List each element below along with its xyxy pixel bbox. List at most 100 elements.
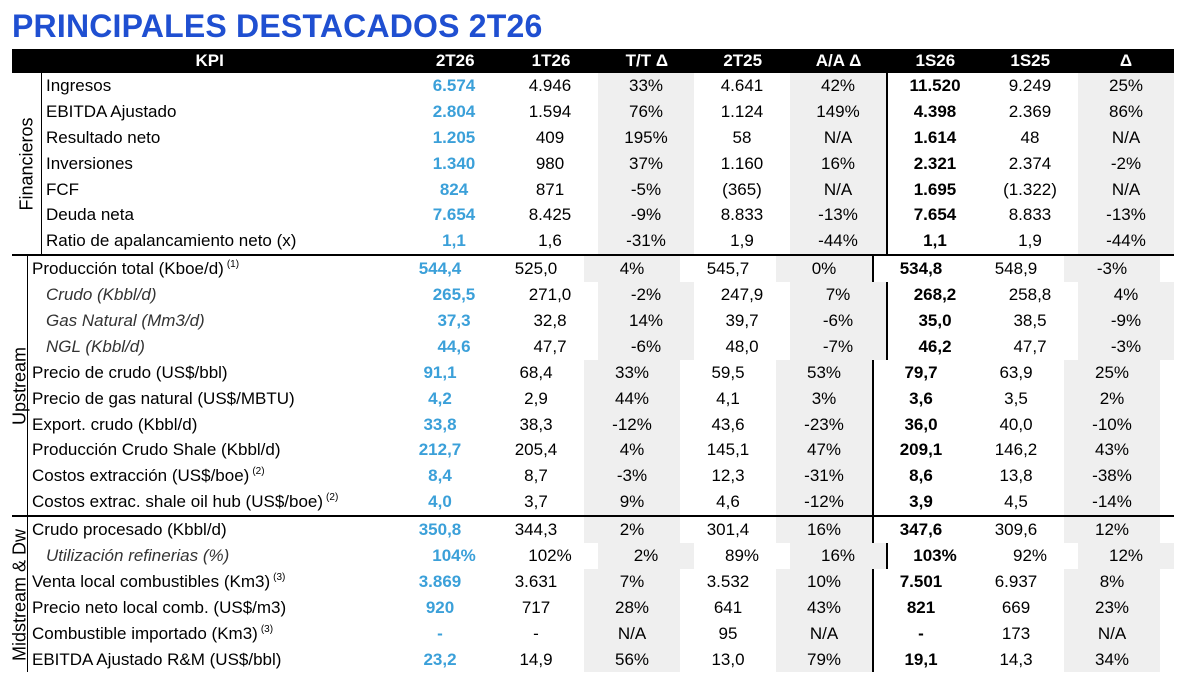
- table-cell: -: [872, 620, 968, 647]
- table-row: Gas Natural (Mm3/d) 37,3 32,8 14% 39,7 -6% 35,…: [28, 308, 1174, 334]
- table-cell: 1.205: [432, 127, 476, 147]
- table-cell: 76%: [598, 98, 694, 125]
- table-cell: 34%: [1064, 646, 1160, 673]
- table-cell: 102%: [528, 545, 572, 565]
- table-cell: 1.695: [886, 176, 982, 203]
- table-cell: N/A: [1078, 176, 1174, 203]
- table-cell: 195%: [598, 124, 694, 151]
- table-cell: 28%: [584, 594, 680, 621]
- table-row: Ratio de apalancamiento neto (x) 1,1 1,6 -3…: [42, 228, 1174, 255]
- column-header: A/A Δ: [815, 51, 862, 70]
- table-row: Costos extracción (US$/boe) (2) 8,4 8,7 -3% 1…: [28, 463, 1174, 490]
- table-cell: 4%: [584, 256, 680, 283]
- kpi-label: Producción total (Kboe/d) (1): [32, 259, 240, 279]
- table-cell: 25%: [1064, 359, 1160, 386]
- table-cell: 525,0: [514, 259, 558, 279]
- table-cell: -9%: [598, 202, 694, 229]
- table-cell: 11.520: [886, 73, 982, 99]
- table-cell: 205,4: [514, 440, 558, 460]
- table-cell: 43%: [1064, 437, 1160, 464]
- table-cell: 1.160: [720, 153, 764, 173]
- table-cell: 63,9: [999, 362, 1033, 382]
- table-cell: 544,4: [418, 259, 462, 279]
- table-cell: 46,2: [886, 333, 982, 360]
- table-row: EBITDA Ajustado R&M (US$/bbl) 23,2 14,9 56%…: [28, 646, 1174, 673]
- table-cell: N/A: [1064, 620, 1160, 647]
- kpi-label: FCF: [46, 179, 80, 199]
- table-cell: 3%: [776, 385, 872, 412]
- table-cell: 38,3: [519, 414, 553, 434]
- table-cell: 10%: [776, 568, 872, 595]
- table-cell: 2.321: [886, 150, 982, 177]
- table-row: NGL (Kbbl/d) 44,6 47,7 -6% 48,0 -7% 46,2 47,7 -3…: [28, 333, 1174, 360]
- table-cell: 1.124: [720, 101, 764, 121]
- table-row: Producción total (Kboe/d) (1) 544,4 525,0 4%…: [28, 256, 1174, 283]
- table-cell: N/A: [790, 124, 886, 151]
- table-cell: 824: [439, 179, 469, 199]
- table-cell: 16%: [776, 517, 872, 544]
- table-cell: 13,8: [999, 466, 1033, 486]
- table-cell: -7%: [790, 333, 886, 360]
- table-cell: 212,7: [418, 440, 462, 460]
- table-cell: 58: [732, 127, 752, 147]
- table-cell: 79,7: [872, 359, 968, 386]
- table-cell: 16%: [790, 150, 886, 177]
- table-cell: 92%: [1012, 545, 1048, 565]
- table-cell: -3%: [1064, 256, 1160, 283]
- table-cell: -23%: [776, 411, 872, 438]
- table-row: Resultado neto 1.205 409 195% 58 N/A 1.614 48 N/…: [42, 124, 1174, 151]
- table-cell: 265,5: [432, 285, 476, 305]
- table-cell: 2,9: [524, 388, 548, 408]
- table-cell: 0%: [776, 256, 872, 283]
- table-cell: 8,4: [428, 466, 452, 486]
- table-cell: 7%: [790, 282, 886, 309]
- table-cell: 4,0: [428, 492, 452, 512]
- table-cell: -5%: [598, 176, 694, 203]
- table-cell: 980: [535, 153, 565, 173]
- table-cell: 8,6: [872, 463, 968, 490]
- table-cell: 12%: [1064, 517, 1160, 544]
- table-cell: 258,8: [1008, 285, 1052, 305]
- table-cell: 12%: [1078, 543, 1174, 569]
- table-cell: 43%: [776, 594, 872, 621]
- table-cell: 35,0: [886, 308, 982, 334]
- table-cell: 44%: [584, 385, 680, 412]
- kpi-label: Utilización refinerias (%): [46, 545, 230, 565]
- table-cell: 89%: [724, 545, 760, 565]
- table-row: Crudo (Kbbl/d) 265,5 271,0 -2% 247,9 7% 268,2 2…: [28, 282, 1174, 309]
- table-cell: 4.641: [720, 75, 764, 95]
- table-cell: 2.804: [432, 101, 476, 121]
- table-cell: -10%: [1064, 411, 1160, 438]
- table-cell: 173: [1001, 623, 1031, 643]
- table-cell: 104%: [432, 545, 476, 565]
- table-cell: 717: [521, 597, 551, 617]
- column-header: Δ: [1119, 51, 1133, 70]
- kpi-label: Venta local combustibles (Km3) (3): [32, 571, 286, 591]
- column-header: 1S25: [1010, 51, 1051, 70]
- row-group: Financieros Ingresos 6.574 4.946 33% 4.641 42%…: [12, 73, 1174, 257]
- table-cell: 4%: [584, 437, 680, 464]
- table-cell: 53%: [776, 359, 872, 386]
- table-cell: 2.374: [1008, 153, 1052, 173]
- table-cell: (1.322): [1003, 179, 1057, 199]
- table-cell: N/A: [790, 176, 886, 203]
- table-cell: 14%: [598, 308, 694, 334]
- kpi-label: EBITDA Ajustado: [46, 101, 177, 121]
- table-cell: 33%: [584, 359, 680, 386]
- table-cell: 268,2: [886, 282, 982, 309]
- table-row: Precio de gas natural (US$/MBTU) 4,2 2,9 44…: [28, 385, 1174, 412]
- table-cell: 23,2: [423, 649, 457, 669]
- table-cell: 344,3: [514, 520, 558, 540]
- table-cell: 79%: [776, 646, 872, 673]
- table-cell: 8.425: [528, 205, 572, 225]
- table-cell: 42%: [790, 73, 886, 99]
- footnote-ref: (2): [326, 492, 339, 504]
- table-cell: 59,5: [711, 362, 745, 382]
- group-label: Midstream & Dw: [9, 517, 29, 673]
- table-cell: -13%: [1078, 202, 1174, 229]
- column-header: KPI: [195, 51, 224, 70]
- table-cell: 23%: [1064, 594, 1160, 621]
- table-cell: 32,8: [533, 310, 567, 330]
- table-cell: N/A: [776, 620, 872, 647]
- row-group: Midstream & Dw Crudo procesado (Kbbl/d) 35…: [9, 517, 1174, 673]
